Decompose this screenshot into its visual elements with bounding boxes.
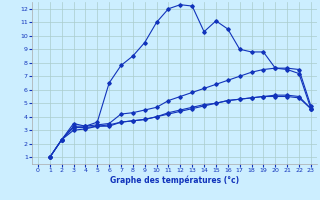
X-axis label: Graphe des températures (°c): Graphe des températures (°c) xyxy=(110,176,239,185)
